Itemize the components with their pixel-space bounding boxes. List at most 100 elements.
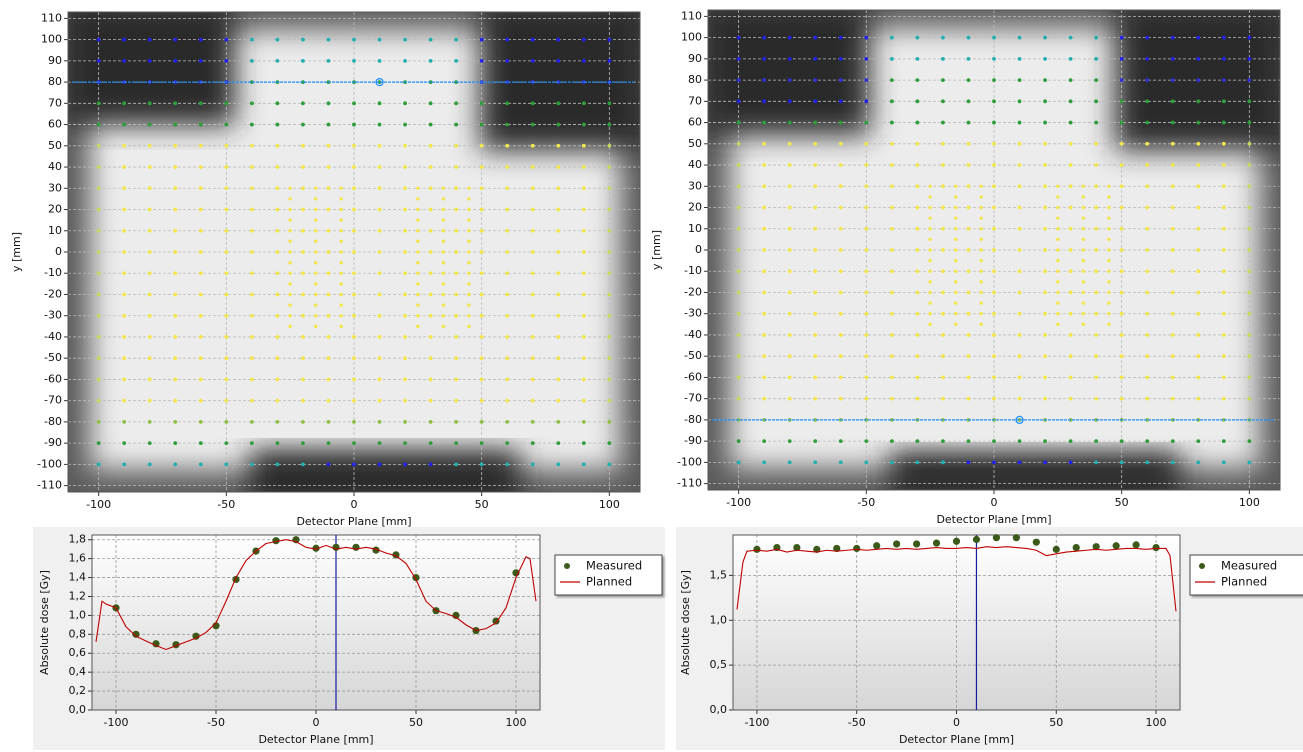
detector-dot [1145,141,1150,146]
detector-dot [1094,460,1099,465]
detector-dot [966,78,971,82]
detector-dot [736,163,741,167]
detector-dot [288,197,292,201]
detector-dot [556,122,561,127]
detector-dot [173,335,178,339]
detector-dot [530,58,535,63]
detector-dot [889,99,894,104]
detector-dot [1119,226,1124,231]
y-tick-label: 0 [695,243,702,256]
detector-dot [249,228,254,233]
detector-dot [505,186,510,191]
detector-dot [966,120,971,125]
detector-dot [1145,35,1150,40]
detector-dot [147,335,152,339]
detector-dot [1043,333,1047,337]
detector-dot [326,377,331,382]
detector-dot [147,122,152,127]
detector-dot [467,186,471,190]
detector-dot [530,207,535,212]
detector-dot [326,143,331,148]
detector-dot [581,420,586,424]
detector-dot [441,229,446,233]
detector-dot [1221,205,1226,210]
detector-dot [762,205,767,210]
detector-dot [953,301,958,305]
detector-dot [288,250,292,254]
detector-dot [607,313,612,318]
detector-dot [416,218,420,222]
detector-dot [915,205,920,210]
detector-dot [813,163,818,167]
x-tick-label: 50 [409,716,423,729]
detector-dot [864,311,869,316]
detector-dot [147,356,152,361]
legend-label: Measured [1221,559,1277,573]
detector-dot [122,420,127,424]
detector-dot [147,441,152,446]
detector-dot [1068,375,1073,380]
y-tick-label: 30 [48,181,62,194]
detector-dot [122,37,127,42]
detector-dot [352,335,356,339]
detector-dot [762,269,767,274]
detector-dot [556,292,561,297]
detector-dot [928,216,932,220]
detector-dot [96,420,101,424]
detector-dot [1119,56,1124,61]
x-tick-label: 100 [506,716,527,729]
detector-dot [915,269,920,274]
detector-dot [1247,35,1252,40]
detector-dot [377,80,382,84]
detector-dot [979,290,983,295]
plot-frame [67,11,641,493]
detector-dot [352,58,356,63]
detector-dot [275,377,280,382]
detector-dot [889,205,894,210]
detector-dot [966,311,971,316]
detector-dot [1247,290,1252,295]
detector-dot [1068,460,1073,465]
detector-dot [454,101,459,106]
detector-dot [147,58,152,63]
detector-dot [813,311,818,316]
detector-dot [505,143,510,148]
detector-dot [1017,290,1022,295]
detector-dot [313,218,318,222]
detector-dot [762,333,767,337]
y-tick-label: 0,6 [69,646,87,659]
x-tick-label: -100 [744,716,769,729]
detector-dot [992,35,996,40]
detector-dot [581,398,586,403]
detector-dot [556,398,561,403]
detector-dot [313,314,318,318]
detector-dot [838,99,843,104]
detector-dot [1043,99,1047,104]
detector-dot [556,143,561,148]
detector-dot [838,290,843,295]
measured-point [793,543,801,552]
detector-dot [326,441,331,446]
detector-dot [403,207,407,212]
detector-dot [352,292,356,297]
detector-dot [224,207,229,212]
y-tick-label: 50 [688,137,702,150]
detector-dot [467,250,471,254]
detector-dot [428,441,433,446]
detector-dot [428,356,433,361]
detector-dot [1170,460,1175,465]
detector-dot [198,335,203,339]
detector-dot [275,143,280,148]
detector-dot [441,271,446,275]
detector-dot [1145,120,1150,125]
y-tick-label: 110 [41,11,62,24]
detector-dot [1094,226,1099,231]
detector-dot [1068,269,1073,274]
profile-cursor [1015,415,1024,425]
detector-dot [122,335,127,339]
detector-dot [581,462,586,467]
detector-dot [1017,375,1022,380]
detector-dot [607,165,612,169]
detector-dot [147,377,152,382]
detector-dot [813,56,818,61]
